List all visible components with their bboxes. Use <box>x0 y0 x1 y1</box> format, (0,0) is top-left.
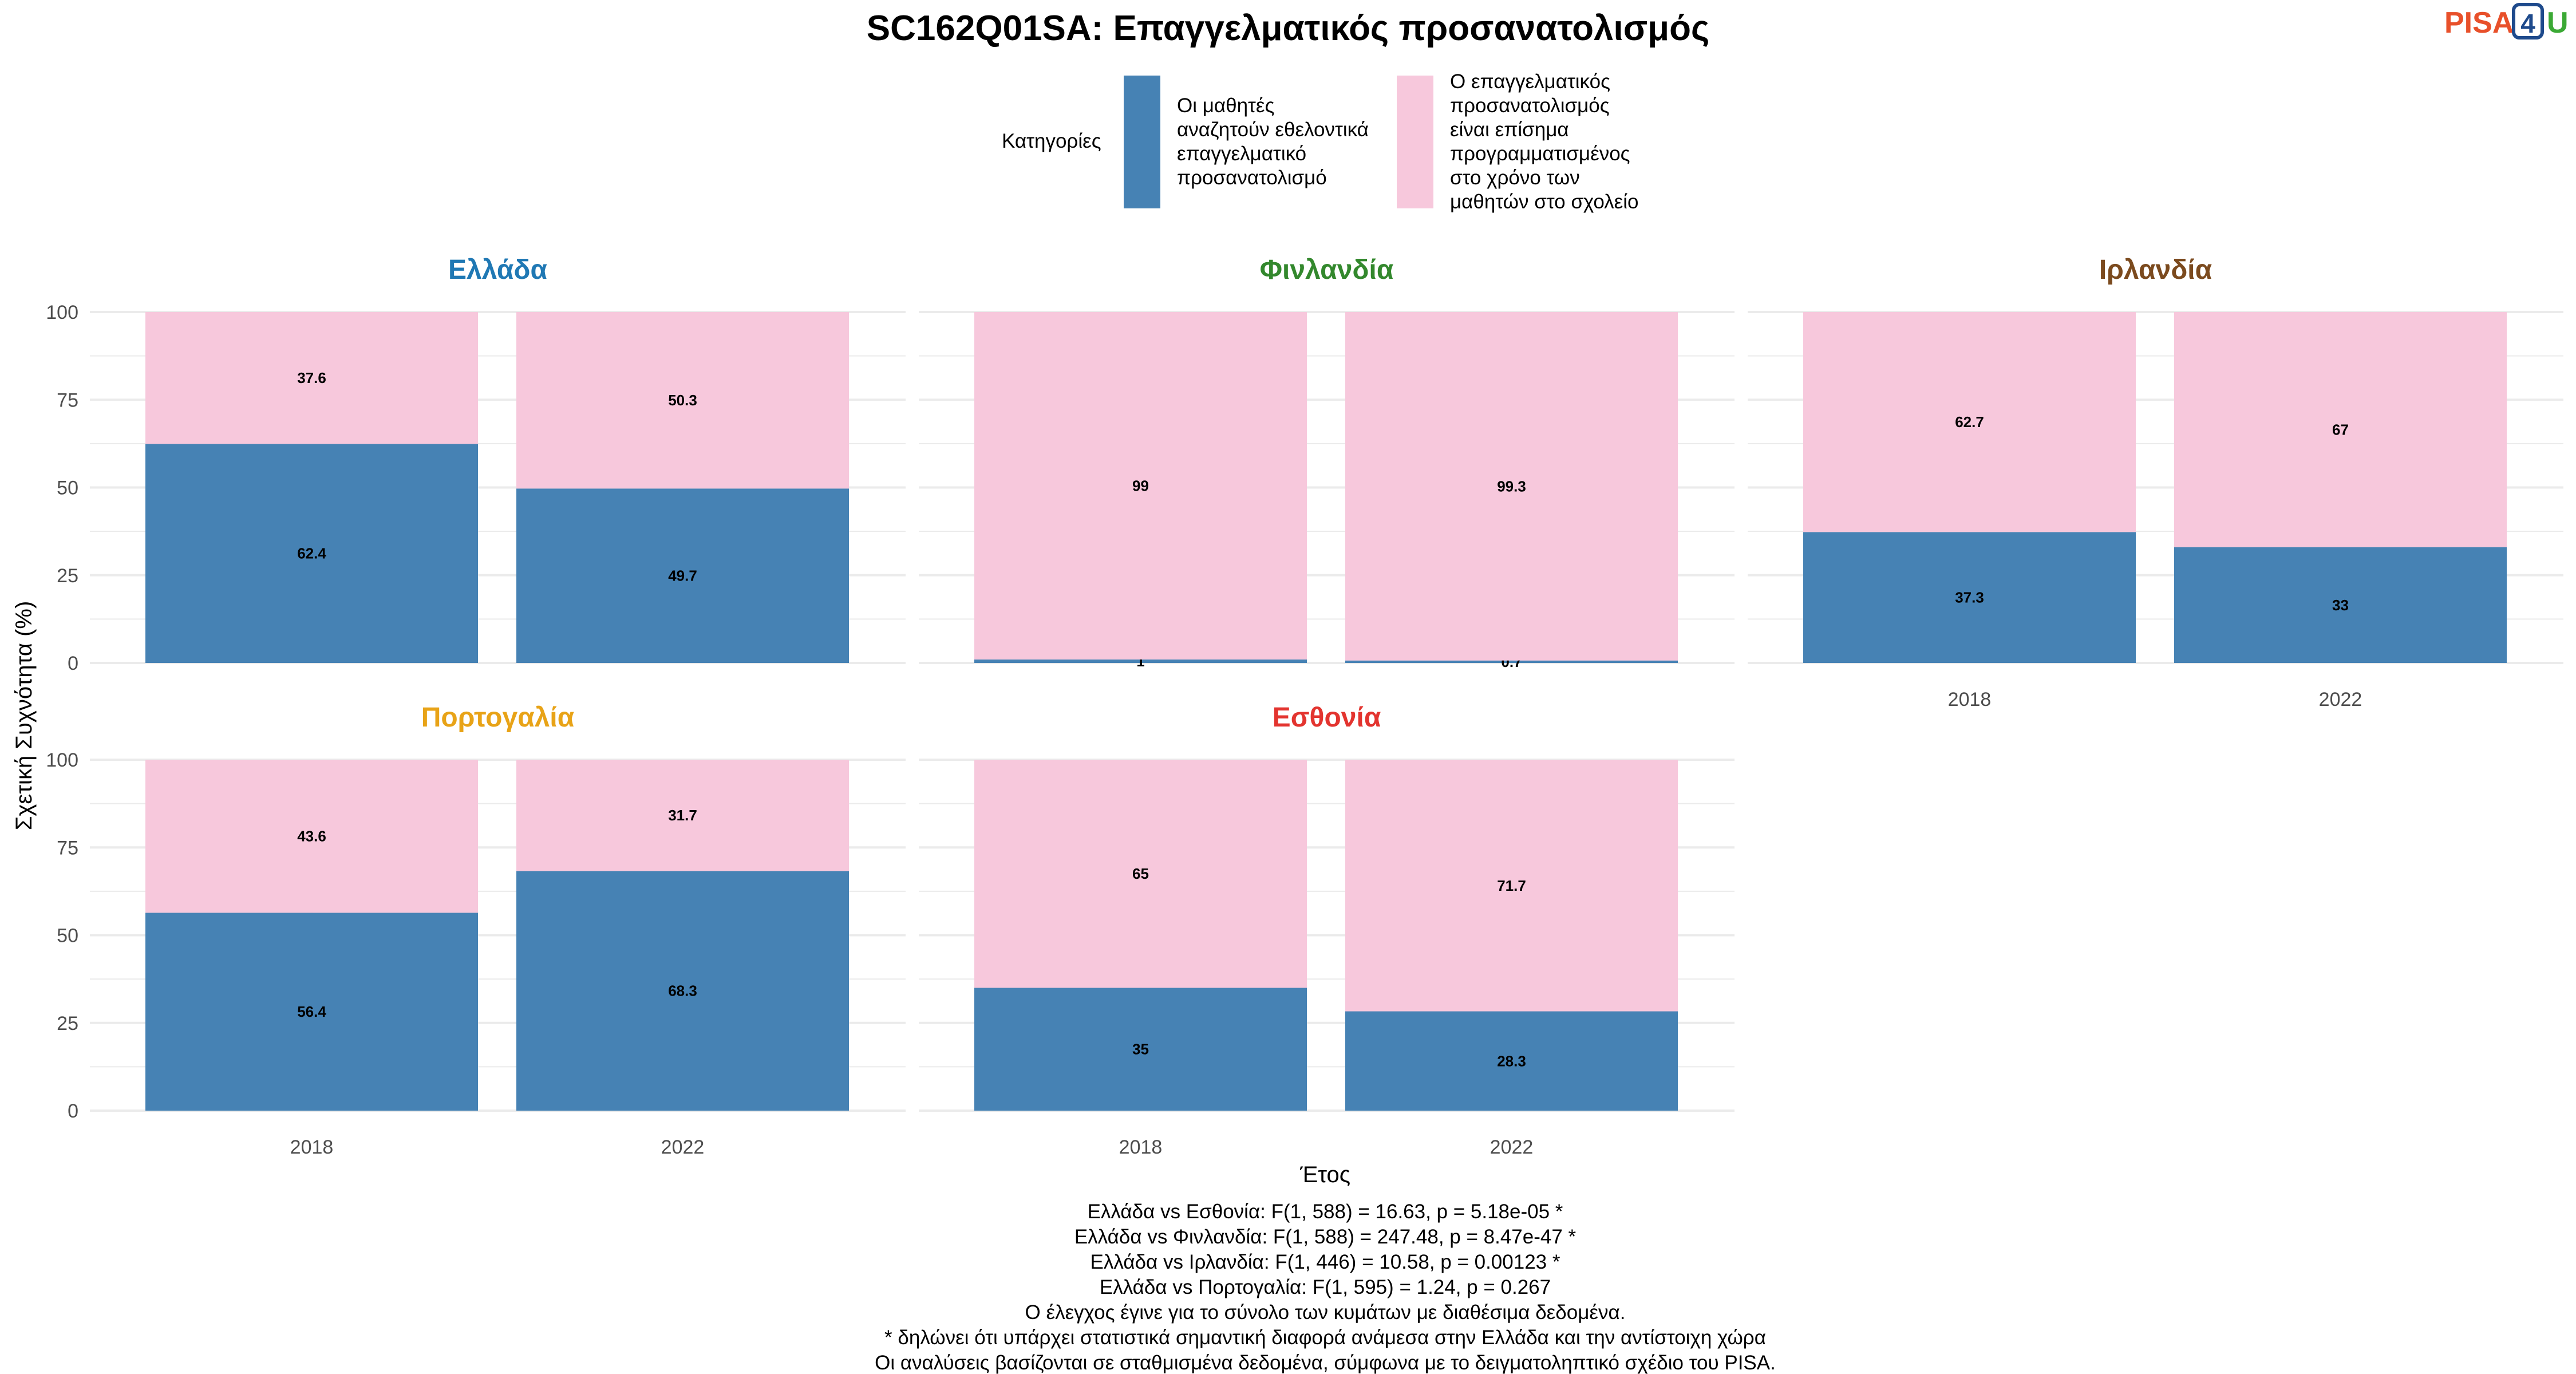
facet-title: Φινλανδία <box>1260 255 1394 285</box>
facet-panel: Πορτογαλία 56.4 43.6 68.3 31.7 0 25 50 75 100 2018… <box>46 702 906 1158</box>
footnotes: Ελλάδα vs Εσθονία: F(1, 588) = 16.63, p … <box>875 1201 1776 1374</box>
x-tick-label: 2022 <box>2319 689 2362 710</box>
y-tick-label: 0 <box>68 1100 78 1122</box>
bar-segment-voluntary <box>2174 547 2507 663</box>
facet-title: Πορτογαλία <box>421 702 575 733</box>
facet-panels: Ελλάδα 62.4 37.6 49.7 50.3 0 25 50 75 100 Φινλανδί… <box>46 255 2563 1158</box>
bar-segment-voluntary <box>1345 660 1678 663</box>
facet-panel: Ιρλανδία 37.3 62.7 33 67 2018 2022 <box>1748 255 2563 710</box>
x-tick-label: 2018 <box>1948 689 1992 710</box>
footnote-line: Οι αναλύσεις βασίζονται σε σταθμισμένα δ… <box>875 1352 1776 1374</box>
bar-segment-voluntary <box>516 488 849 663</box>
x-tick-label: 2018 <box>290 1136 334 1158</box>
data-label: 28.3 <box>1497 1052 1526 1069</box>
bar-segment-scheduled <box>516 312 849 489</box>
data-label: 33 <box>2332 597 2349 614</box>
data-label: 56.4 <box>297 1003 326 1020</box>
facet-title: Ελλάδα <box>448 255 547 285</box>
bar-segment-voluntary <box>974 659 1307 663</box>
bar-segment-scheduled <box>516 760 849 871</box>
data-label: 65 <box>1132 865 1149 882</box>
x-tick-label: 2022 <box>1490 1136 1534 1158</box>
y-axis-title: Σχετική Συχνότητα (%) <box>11 601 37 831</box>
data-label: 67 <box>2332 421 2349 438</box>
data-label: 43.6 <box>297 828 326 845</box>
bar-segment-scheduled <box>145 760 478 913</box>
data-label: 62.4 <box>297 545 326 562</box>
bar-segment-scheduled <box>1803 312 2136 532</box>
data-label: 37.6 <box>297 369 326 386</box>
facet-panel: Ελλάδα 62.4 37.6 49.7 50.3 0 25 50 75 100 <box>46 255 906 674</box>
data-label: 99.3 <box>1497 477 1526 495</box>
footnote-line: Ο έλεγχος έγινε για το σύνολο των κυμάτω… <box>1025 1301 1626 1324</box>
y-tick-label: 25 <box>57 565 78 587</box>
bar-segment-scheduled <box>145 312 478 444</box>
footnote-line: Ελλάδα vs Φινλανδία: F(1, 588) = 247.48,… <box>1074 1226 1577 1248</box>
data-label: 49.7 <box>668 567 697 585</box>
chart-header: SC162Q01SA: Επαγγελματικός προσανατολισμ… <box>867 3 2569 48</box>
x-tick-label: 2022 <box>661 1136 705 1158</box>
y-tick-label: 0 <box>68 653 78 674</box>
data-label: 62.7 <box>1955 413 1984 431</box>
y-tick-label: 100 <box>46 302 78 323</box>
facet-panel: Εσθονία 35 65 28.3 71.7 2018 2022 <box>919 702 1735 1158</box>
y-tick-label: 50 <box>57 477 78 499</box>
footnote-line: Ελλάδα vs Εσθονία: F(1, 588) = 16.63, p … <box>1088 1201 1563 1223</box>
x-axis-title: Έτος <box>1299 1162 1350 1187</box>
y-tick-label: 50 <box>57 925 78 947</box>
legend-swatch-2 <box>1397 76 1433 208</box>
y-tick-label: 100 <box>46 749 78 771</box>
logo-box <box>2512 3 2544 40</box>
y-tick-label: 75 <box>57 389 78 411</box>
chart-title: SC162Q01SA: Επαγγελματικός προσανατολισμ… <box>867 9 1709 48</box>
legend-title: Κατηγορίες <box>1002 130 1101 152</box>
bar-segment-scheduled <box>974 312 1307 660</box>
data-label: 35 <box>1132 1041 1149 1058</box>
bar-segment-voluntary <box>974 988 1307 1111</box>
bar-segment-scheduled <box>2174 312 2507 547</box>
legend-label-1: Οι μαθητές αναζητούν εθελοντικά επαγγελματ… <box>1177 94 1369 189</box>
data-label: 31.7 <box>668 807 697 824</box>
logo-text-box: 4 <box>2520 9 2535 38</box>
bar-segment-voluntary <box>1345 1011 1678 1111</box>
data-label: 68.3 <box>668 982 697 1000</box>
data-label: 50.3 <box>668 392 697 409</box>
facet-title: Εσθονία <box>1273 702 1381 733</box>
bar-segment-voluntary <box>145 444 478 663</box>
bar-segment-voluntary <box>516 871 849 1111</box>
legend-label-2: Ο επαγγελματικός προσανατολισμός είναι επί… <box>1450 70 1639 213</box>
facet-title: Ιρλανδία <box>2099 255 2212 285</box>
y-tick-label: 25 <box>57 1013 78 1035</box>
data-label: 71.7 <box>1497 877 1526 894</box>
bar-segment-scheduled <box>1345 312 1678 661</box>
footnote-line: Ελλάδα vs Πορτογαλία: F(1, 595) = 1.24, … <box>1100 1276 1551 1298</box>
footnote-line: * δηλώνει ότι υπάρχει στατιστικά σημαντι… <box>884 1326 1766 1349</box>
logo-text-end: U <box>2547 6 2569 40</box>
bar-segment-voluntary <box>1803 532 2136 663</box>
y-tick-label: 75 <box>57 837 78 859</box>
bar-segment-voluntary <box>145 913 478 1111</box>
data-label: 99 <box>1132 477 1149 494</box>
legend: Κατηγορίες Οι μαθητές αναζητούν εθελοντικ… <box>1002 70 1639 213</box>
footnote-line: Ελλάδα vs Ιρλανδία: F(1, 446) = 10.58, p… <box>1091 1251 1560 1273</box>
pisa4u-logo: PISA 4 U <box>2444 3 2569 40</box>
x-tick-label: 2018 <box>1119 1136 1163 1158</box>
bar-segment-scheduled <box>974 760 1307 988</box>
bar-segment-scheduled <box>1345 760 1678 1012</box>
logo-text-main: PISA <box>2444 6 2514 40</box>
data-label: 37.3 <box>1955 589 1984 606</box>
legend-swatch-1 <box>1124 76 1160 208</box>
